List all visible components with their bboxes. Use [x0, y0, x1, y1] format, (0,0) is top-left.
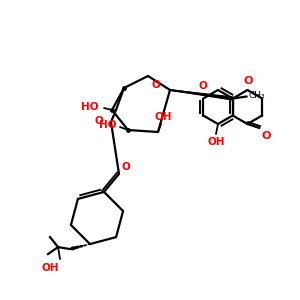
Text: O: O — [122, 162, 131, 172]
Text: O: O — [244, 76, 253, 86]
Text: O: O — [199, 81, 208, 91]
Text: O: O — [94, 116, 103, 126]
Text: HO: HO — [98, 120, 116, 130]
Text: O: O — [261, 131, 271, 141]
Text: OH: OH — [207, 137, 225, 147]
Text: CH₃: CH₃ — [249, 91, 265, 100]
Text: O: O — [151, 80, 160, 90]
Text: HO: HO — [82, 102, 99, 112]
Text: OH: OH — [154, 112, 172, 122]
Polygon shape — [170, 90, 233, 100]
Text: OH: OH — [41, 263, 59, 273]
